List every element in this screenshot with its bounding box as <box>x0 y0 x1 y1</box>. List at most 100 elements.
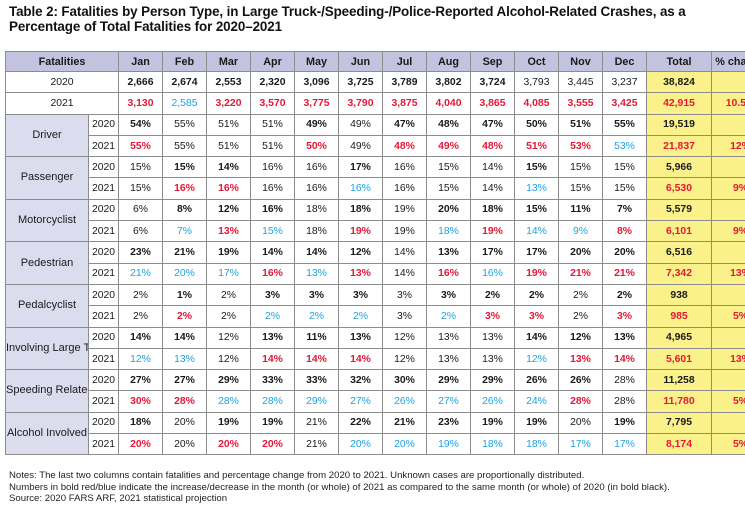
year-label: 2021 <box>88 262 119 285</box>
header-month: Jan <box>118 51 163 72</box>
month-value: 2% <box>118 283 163 307</box>
month-value: 12% <box>338 241 383 264</box>
month-value: 21% <box>162 241 207 264</box>
month-value: 4,040 <box>426 92 471 115</box>
month-value: 14% <box>294 347 339 371</box>
month-value: 13% <box>426 347 471 371</box>
month-value: 2% <box>250 305 295 328</box>
month-value: 26% <box>514 369 559 392</box>
month-value: 55% <box>162 113 207 136</box>
table-row: 2021 55% 55% 51% 51% 50% 49% 48% 49% 48% 51% 53% 53%… <box>6 134 745 158</box>
total-value: 6,516 <box>646 241 712 264</box>
year-label: 2021 <box>88 390 119 413</box>
month-value: 14% <box>470 156 515 179</box>
month-value: 30% <box>382 369 427 392</box>
note-line: Notes: The last two columns contain fata… <box>9 470 585 481</box>
month-value: 14% <box>294 241 339 264</box>
month-value: 13% <box>514 177 559 200</box>
month-value: 3,790 <box>338 92 383 115</box>
total-value: 8,174 <box>646 433 712 456</box>
table-row: 2021 21% 20% 17% 16% 13% 13% 14% 16% 16% 19% 21% 21%… <box>6 262 745 285</box>
month-value: 16% <box>294 156 339 179</box>
month-value: 3,220 <box>206 92 251 115</box>
month-value: 51% <box>206 113 251 136</box>
month-value: 20% <box>250 433 295 456</box>
year-label: 2021 <box>88 305 119 328</box>
month-value: 54% <box>118 113 163 136</box>
table-row: 2021 30% 28% 28% 28% 29% 27% 26% 27% 26% 24% 28% 28%… <box>6 390 745 413</box>
fatalities-table: Fatalities Jan Feb Mar Apr May Jun Jul A… <box>5 51 745 456</box>
header-fatalities: Fatalities <box>5 51 119 72</box>
month-value: 53% <box>558 134 603 158</box>
month-value: 8% <box>602 220 647 243</box>
header-month: Sep <box>470 51 515 72</box>
total-value: 938 <box>646 283 712 307</box>
month-value: 47% <box>382 113 427 136</box>
month-value: 3% <box>250 283 295 307</box>
header-month: Jun <box>338 51 383 72</box>
pct-change-value: 9% <box>711 177 745 200</box>
month-value: 18% <box>294 220 339 243</box>
month-value: 15% <box>118 177 163 200</box>
month-value: 17% <box>470 241 515 264</box>
month-value: 17% <box>338 156 383 179</box>
month-value: 13% <box>294 262 339 285</box>
month-value: 3,724 <box>470 70 515 94</box>
month-value: 2% <box>162 305 207 328</box>
year-label: 2020 <box>88 241 119 264</box>
table-row: 2021 15% 16% 16% 16% 16% 16% 16% 15% 14% 13% 15% 15%… <box>6 177 745 200</box>
month-value: 19% <box>382 198 427 222</box>
month-value: 18% <box>470 198 515 222</box>
month-value: 6% <box>118 198 163 222</box>
month-value: 18% <box>426 220 471 243</box>
total-value: 4,965 <box>646 326 712 349</box>
month-value: 20% <box>162 262 207 285</box>
month-value: 26% <box>382 390 427 413</box>
table-row: Driver 2020 54% 55% 51% 51% 49% 49% 47% 48% 47% 50%… <box>5 113 745 158</box>
category-label: Alcohol Involved <box>5 411 89 456</box>
month-value: 3% <box>426 283 471 307</box>
month-value: 13% <box>162 347 207 371</box>
month-value: 11% <box>558 198 603 222</box>
month-value: 13% <box>470 347 515 371</box>
month-value: 2,674 <box>162 70 207 94</box>
total-value: 7,795 <box>646 411 712 435</box>
month-value: 27% <box>426 390 471 413</box>
month-value: 2,553 <box>206 70 251 94</box>
month-value: 18% <box>118 411 163 435</box>
total-value: 5,579 <box>646 198 712 222</box>
year-label: 2021 <box>88 220 119 243</box>
total-value: 21,837 <box>646 134 712 158</box>
month-value: 2% <box>558 283 603 307</box>
month-value: 15% <box>426 156 471 179</box>
month-value: 3,775 <box>294 92 339 115</box>
header-month: Apr <box>250 51 295 72</box>
month-value: 55% <box>118 134 163 158</box>
header-month: Oct <box>514 51 559 72</box>
month-value: 21% <box>558 262 603 285</box>
month-value: 30% <box>118 390 163 413</box>
total-value: 5,966 <box>646 156 712 179</box>
month-value: 2% <box>426 305 471 328</box>
month-value: 16% <box>250 156 295 179</box>
month-value: 12% <box>118 347 163 371</box>
month-value: 16% <box>206 177 251 200</box>
total-value: 42,915 <box>646 92 712 115</box>
pct-change-value <box>711 283 745 307</box>
month-value: 15% <box>558 156 603 179</box>
pct-change-value <box>711 411 745 435</box>
month-value: 9% <box>558 220 603 243</box>
header-row: Fatalities Jan Feb Mar Apr May Jun Jul A… <box>5 51 745 72</box>
month-value: 16% <box>338 177 383 200</box>
month-value: 49% <box>338 134 383 158</box>
month-value: 29% <box>206 369 251 392</box>
total-value: 6,530 <box>646 177 712 200</box>
month-value: 20% <box>338 433 383 456</box>
month-value: 12% <box>514 347 559 371</box>
month-value: 19% <box>206 241 251 264</box>
month-value: 55% <box>162 134 207 158</box>
month-value: 13% <box>426 326 471 349</box>
month-value: 3,570 <box>250 92 295 115</box>
month-value: 28% <box>602 369 647 392</box>
category-label: Speeding Related <box>5 369 89 413</box>
